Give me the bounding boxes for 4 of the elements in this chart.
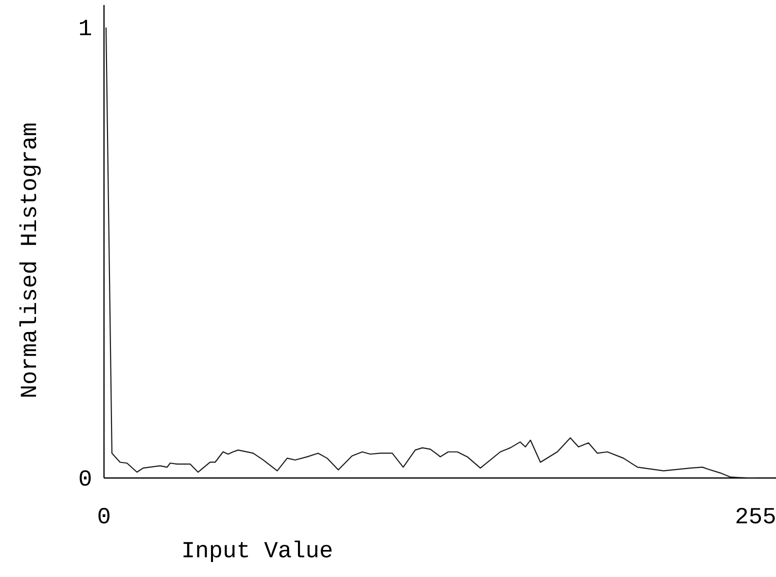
y-tick-label: 1 — [80, 20, 92, 36]
x-tick-label: 255 — [736, 508, 775, 524]
y-axis-title: Normalised Histogram — [19, 124, 41, 397]
x-axis-title: Input Value — [184, 540, 332, 562]
